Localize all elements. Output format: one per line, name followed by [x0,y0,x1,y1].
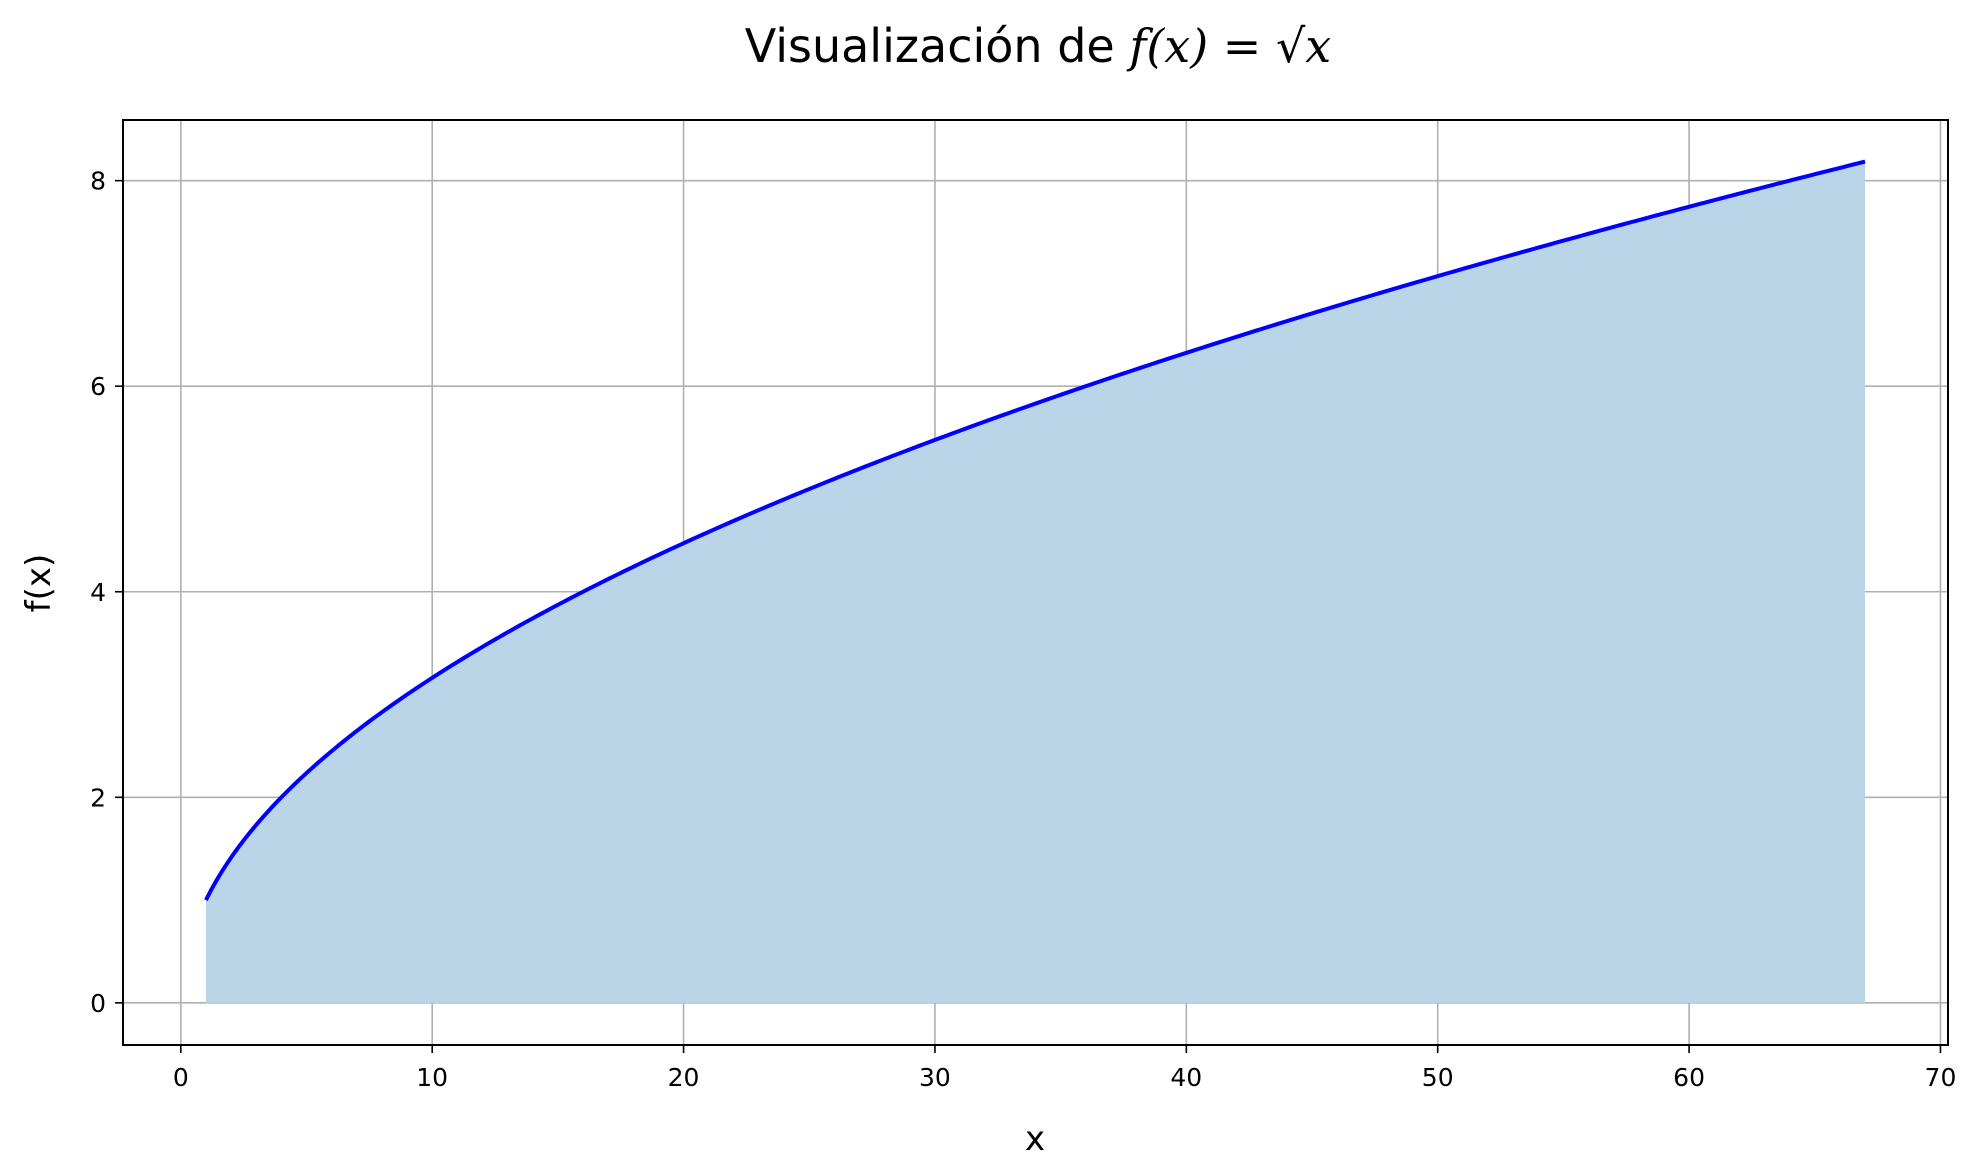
series-line [204,159,1866,901]
x-tick-label: 40 [1170,1063,1202,1092]
x-tick-label: 20 [668,1063,700,1092]
chart-title-prefix: Visualización de [745,19,1130,73]
x-tick-label: 10 [416,1063,448,1092]
x-axis-label: x [1025,1119,1045,1159]
y-tick-label: 8 [90,167,106,196]
x-tick-label: 60 [1673,1063,1705,1092]
x-tick-label: 70 [1925,1063,1957,1092]
y-tick-label: 2 [90,783,106,812]
axis-ticks: 0 10 20 30 40 50 60 70 0 2 4 6 8 [90,167,1956,1092]
area-fill [205,161,1866,1003]
x-tick-label: 50 [1422,1063,1454,1092]
y-tick-label: 0 [90,989,106,1018]
y-tick-label: 6 [90,372,106,401]
chart-title: Visualización de f(x) = √x [745,19,1332,73]
x-tick-label: 30 [919,1063,951,1092]
y-axis-label: f(x) [19,554,59,613]
x-tick-label: 0 [173,1063,189,1092]
chart-title-math: f(x) = √x [1126,19,1331,73]
plot-frame [122,119,1949,1046]
y-tick-label: 4 [90,578,106,607]
